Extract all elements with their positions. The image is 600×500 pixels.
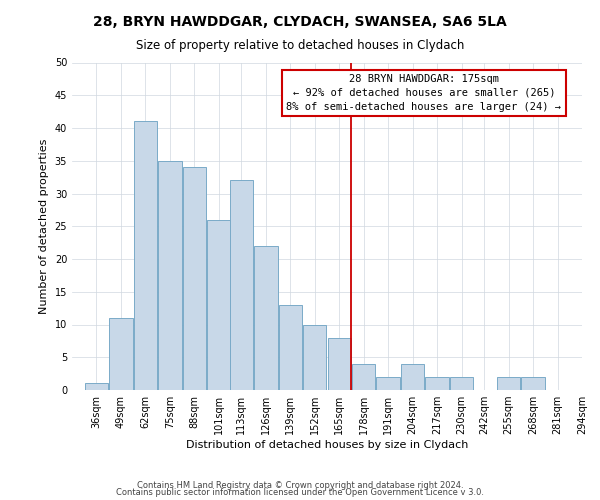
Bar [328, 338, 351, 390]
Bar [254, 246, 278, 390]
Text: Contains HM Land Registry data © Crown copyright and database right 2024.: Contains HM Land Registry data © Crown c… [137, 480, 463, 490]
Bar [376, 377, 400, 390]
Bar [230, 180, 253, 390]
Bar [450, 377, 473, 390]
Bar [425, 377, 449, 390]
Text: 28, BRYN HAWDDGAR, CLYDACH, SWANSEA, SA6 5LA: 28, BRYN HAWDDGAR, CLYDACH, SWANSEA, SA6… [93, 15, 507, 29]
Bar [182, 168, 206, 390]
Text: Contains public sector information licensed under the Open Government Licence v : Contains public sector information licen… [116, 488, 484, 497]
Bar [303, 324, 326, 390]
Text: Size of property relative to detached houses in Clydach: Size of property relative to detached ho… [136, 39, 464, 52]
Bar [207, 220, 230, 390]
Bar [352, 364, 376, 390]
Bar [521, 377, 545, 390]
Bar [497, 377, 520, 390]
Text: 28 BRYN HAWDDGAR: 175sqm
← 92% of detached houses are smaller (265)
8% of semi-d: 28 BRYN HAWDDGAR: 175sqm ← 92% of detach… [286, 74, 562, 112]
Bar [134, 122, 157, 390]
Y-axis label: Number of detached properties: Number of detached properties [39, 138, 49, 314]
Bar [401, 364, 424, 390]
Bar [158, 161, 182, 390]
X-axis label: Distribution of detached houses by size in Clydach: Distribution of detached houses by size … [186, 440, 468, 450]
Bar [109, 318, 133, 390]
Bar [278, 305, 302, 390]
Bar [85, 384, 108, 390]
